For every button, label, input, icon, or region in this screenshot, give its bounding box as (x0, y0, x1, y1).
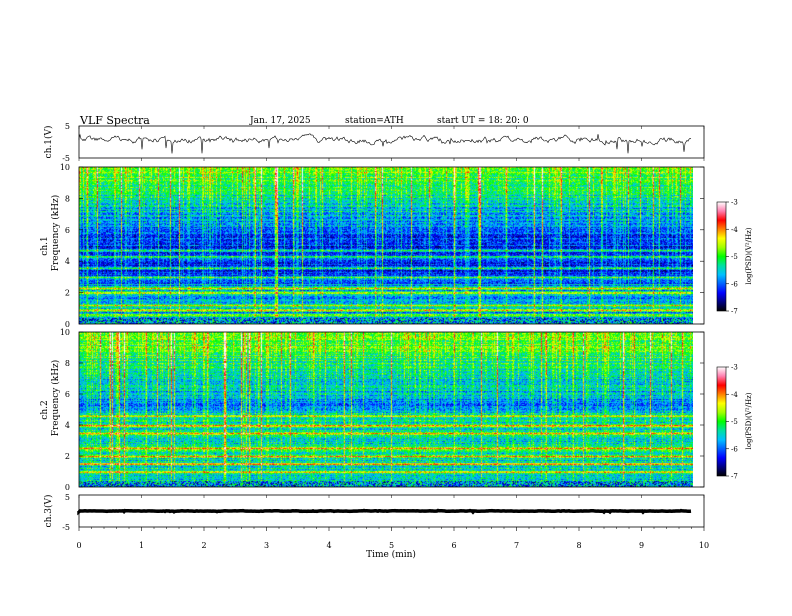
colorbar-tick-label: -7 (731, 308, 738, 316)
colorbar-tick-label: -4 (731, 391, 738, 399)
frequency-tick-label: 8 (65, 359, 70, 368)
ch2-spectrogram-image (79, 332, 693, 487)
ch1-ytick-bottom: -5 (62, 154, 70, 163)
time-tick-label: 6 (451, 541, 456, 550)
time-tick-label: 8 (576, 541, 581, 550)
colorbar-tick-label: -3 (731, 364, 738, 372)
ch2-colorbar-label: log(PSD)(V²/Hz) (745, 392, 753, 449)
frequency-tick-label: 0 (65, 320, 70, 329)
ch3-ytick-bottom: -5 (62, 523, 70, 532)
ch1-spectrogram-yticks: 0 2 4 6 8 10 (60, 163, 704, 329)
colorbar-tick-label: -6 (731, 445, 738, 453)
panel-ch1-waveform: 5 -5 ch.1(V) (43, 122, 705, 163)
time-tick-label: 2 (201, 541, 206, 550)
colorbar-tick-label: -7 (731, 473, 738, 481)
ch1-spectrogram-ylabel-channel: ch.1 (40, 236, 50, 255)
frequency-tick-label: 10 (60, 163, 70, 172)
ch2-colorbar: -3 -4 -5 -6 -7 log(PSD)(V²/Hz) (716, 364, 753, 481)
time-tick-label: 4 (326, 541, 331, 550)
time-tick-label: 10 (699, 541, 709, 550)
ch2-colorbar-ticks: -3 -4 -5 -6 -7 (726, 364, 738, 481)
frequency-tick-label: 6 (65, 226, 70, 235)
time-tick-label: 9 (639, 541, 644, 550)
ch1-colorbar-label: log(PSD)(V²/Hz) (745, 227, 753, 284)
station-label: station=ATH (345, 116, 404, 126)
time-tick-label: 5 (389, 541, 394, 550)
ch1-colorbar-ticks: -3 -4 -5 -6 -7 (726, 199, 738, 316)
ch2-spectrogram-yticks: 0 2 4 6 8 10 (60, 328, 704, 492)
frequency-tick-label: 4 (65, 421, 70, 430)
frequency-tick-label: 0 (65, 483, 70, 492)
ch1-spectrogram-ylabel-frequency: Frequency (kHz) (50, 195, 61, 272)
ch1-colorbar: -3 -4 -5 -6 -7 log(PSD)(V²/Hz) (716, 199, 753, 316)
time-tick-label: 3 (264, 541, 269, 550)
ch2-spectrogram-ylabel-channel: ch.2 (40, 400, 50, 419)
time-tick-label: 1 (139, 541, 144, 550)
panel-ch1-spectrogram: 0 2 4 6 8 10 ch.1 Frequency (kHz) (40, 163, 705, 329)
time-axis-label: Time (min) (366, 549, 416, 560)
ch2-spectrogram-ylabel-frequency: Frequency (kHz) (50, 360, 61, 437)
panel-ch2-spectrogram-frame (78, 331, 705, 488)
figure-title: VLF Spectra (79, 114, 150, 127)
ch1-spectrogram-image (79, 167, 693, 324)
ch1-waveform-ylabel: ch.1(V) (43, 126, 54, 159)
ch1-ytick-top: 5 (65, 122, 70, 131)
frequency-tick-label: 4 (65, 257, 70, 266)
date-label: Jan. 17, 2025 (249, 116, 311, 126)
ch3-ytick-top: 5 (65, 493, 70, 502)
ch3-waveform-line (77, 508, 692, 516)
time-tick-label: 7 (514, 541, 519, 550)
ch3-waveform-ylabel: ch.3(V) (43, 495, 54, 528)
time-axis: 0 1 2 3 4 5 6 7 8 9 10 (76, 126, 709, 550)
colorbar-tick-label: -5 (731, 418, 738, 426)
panel-ch3-waveform: 5 -5 ch.3(V) (43, 493, 705, 532)
frequency-tick-label: 2 (65, 452, 70, 461)
colorbar-tick-label: -3 (731, 199, 738, 207)
frequency-tick-label: 10 (60, 328, 70, 337)
colorbar-tick-label: -5 (731, 253, 738, 261)
time-tick-label: 0 (76, 541, 81, 550)
colorbar-tick-label: -6 (731, 280, 738, 288)
panel-ch2-spectrogram: 0 2 4 6 8 10 ch.2 Frequency (kHz) (40, 328, 705, 492)
start-time-label: start UT = 18: 20: 0 (437, 116, 529, 126)
colorbar-tick-label: -4 (731, 226, 738, 234)
ch2-colorbar-gradient (716, 366, 727, 477)
panel-ch1-spectrogram-frame (78, 166, 705, 325)
frequency-tick-label: 2 (65, 289, 70, 298)
ch1-colorbar-gradient (716, 201, 727, 312)
frequency-tick-label: 8 (65, 194, 70, 203)
ch1-waveform-line (78, 133, 692, 154)
frequency-tick-label: 6 (65, 390, 70, 399)
